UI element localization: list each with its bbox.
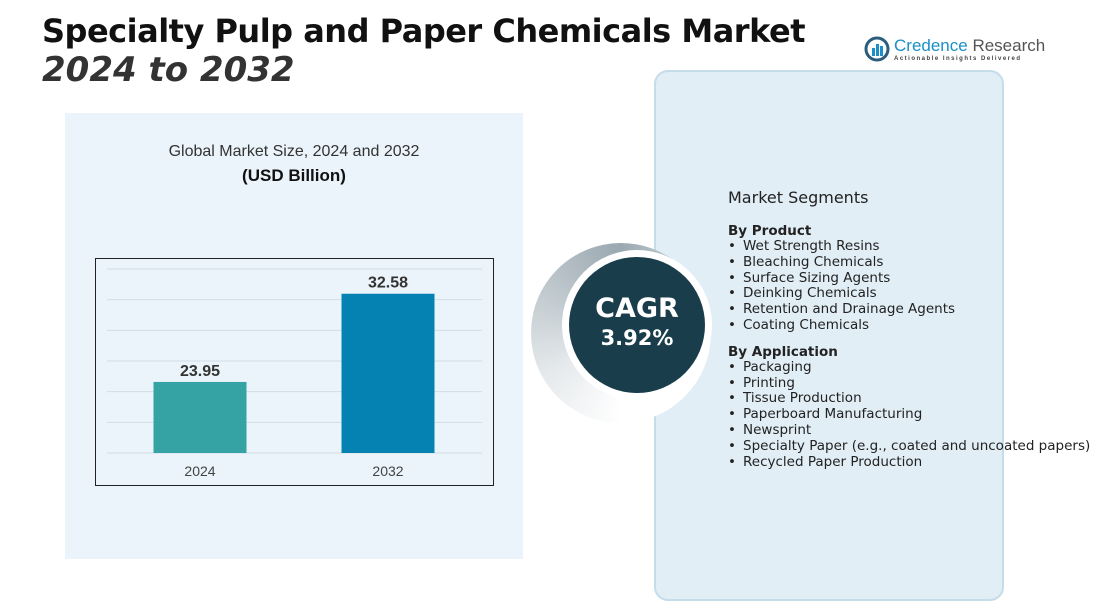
logo-name-1: Credence [894,36,968,55]
segment-item: Retention and Drainage Agents [728,301,1090,318]
segment-item: Wet Strength Resins [728,238,1090,255]
segment-item: Recycled Paper Production [728,454,1090,471]
cagr-value: 3.92% [600,326,674,350]
segments-title: Market Segments [728,188,869,207]
chart-subtitle: (USD Billion) [242,166,346,185]
credence-research-logo: Credence Research Actionable Insights De… [864,36,1045,62]
segment-item: Coating Chemicals [728,317,1090,334]
page-title: Specialty Pulp and Paper Chemicals Marke… [42,12,805,50]
data-label: 32.58 [368,275,408,292]
bar-2024 [153,381,247,453]
segment-heading: By Product [728,223,812,239]
segment-item: Printing [728,375,1090,392]
segment-item: Deinking Chemicals [728,286,1090,302]
cagr-badge: CAGR 3.92% [569,257,705,393]
segments-panel [654,70,1004,601]
segment-item: Tissue Production [728,391,1090,407]
market-segments: Market Segments By ProductWet Strength R… [728,188,1090,480]
segment-item: Paperboard Manufacturing [728,406,1090,423]
logo-tagline: Actionable Insights Delivered [894,56,1022,62]
segment-list: PackagingPrintingTissue ProductionPaperb… [728,359,1090,471]
x-tick-label: 2032 [372,463,403,479]
data-label: 23.95 [180,363,220,380]
bar-2032 [341,293,435,453]
segment-item: Bleaching Chemicals [728,254,1090,271]
x-tick-label: 2024 [184,463,215,479]
segment-item: Specialty Paper (e.g., coated and uncoat… [728,438,1090,455]
logo-bar-chart-icon [864,36,890,62]
segment-heading: By Application [728,343,838,360]
segment-item: Newsprint [728,422,1090,439]
segment-item: Surface Sizing Agents [728,270,1090,287]
logo-name-2: Research [967,36,1046,55]
segment-list: Wet Strength ResinsBleaching ChemicalsSu… [728,238,1090,334]
chart-title: Global Market Size, 2024 and 2032 [168,143,420,160]
bar-chart: 23.95 2024 32.58 2032 [95,258,494,486]
segment-item: Packaging [728,359,1090,376]
page-subtitle: 2024 to 2032 [42,50,295,90]
cagr-label: CAGR [595,293,679,324]
